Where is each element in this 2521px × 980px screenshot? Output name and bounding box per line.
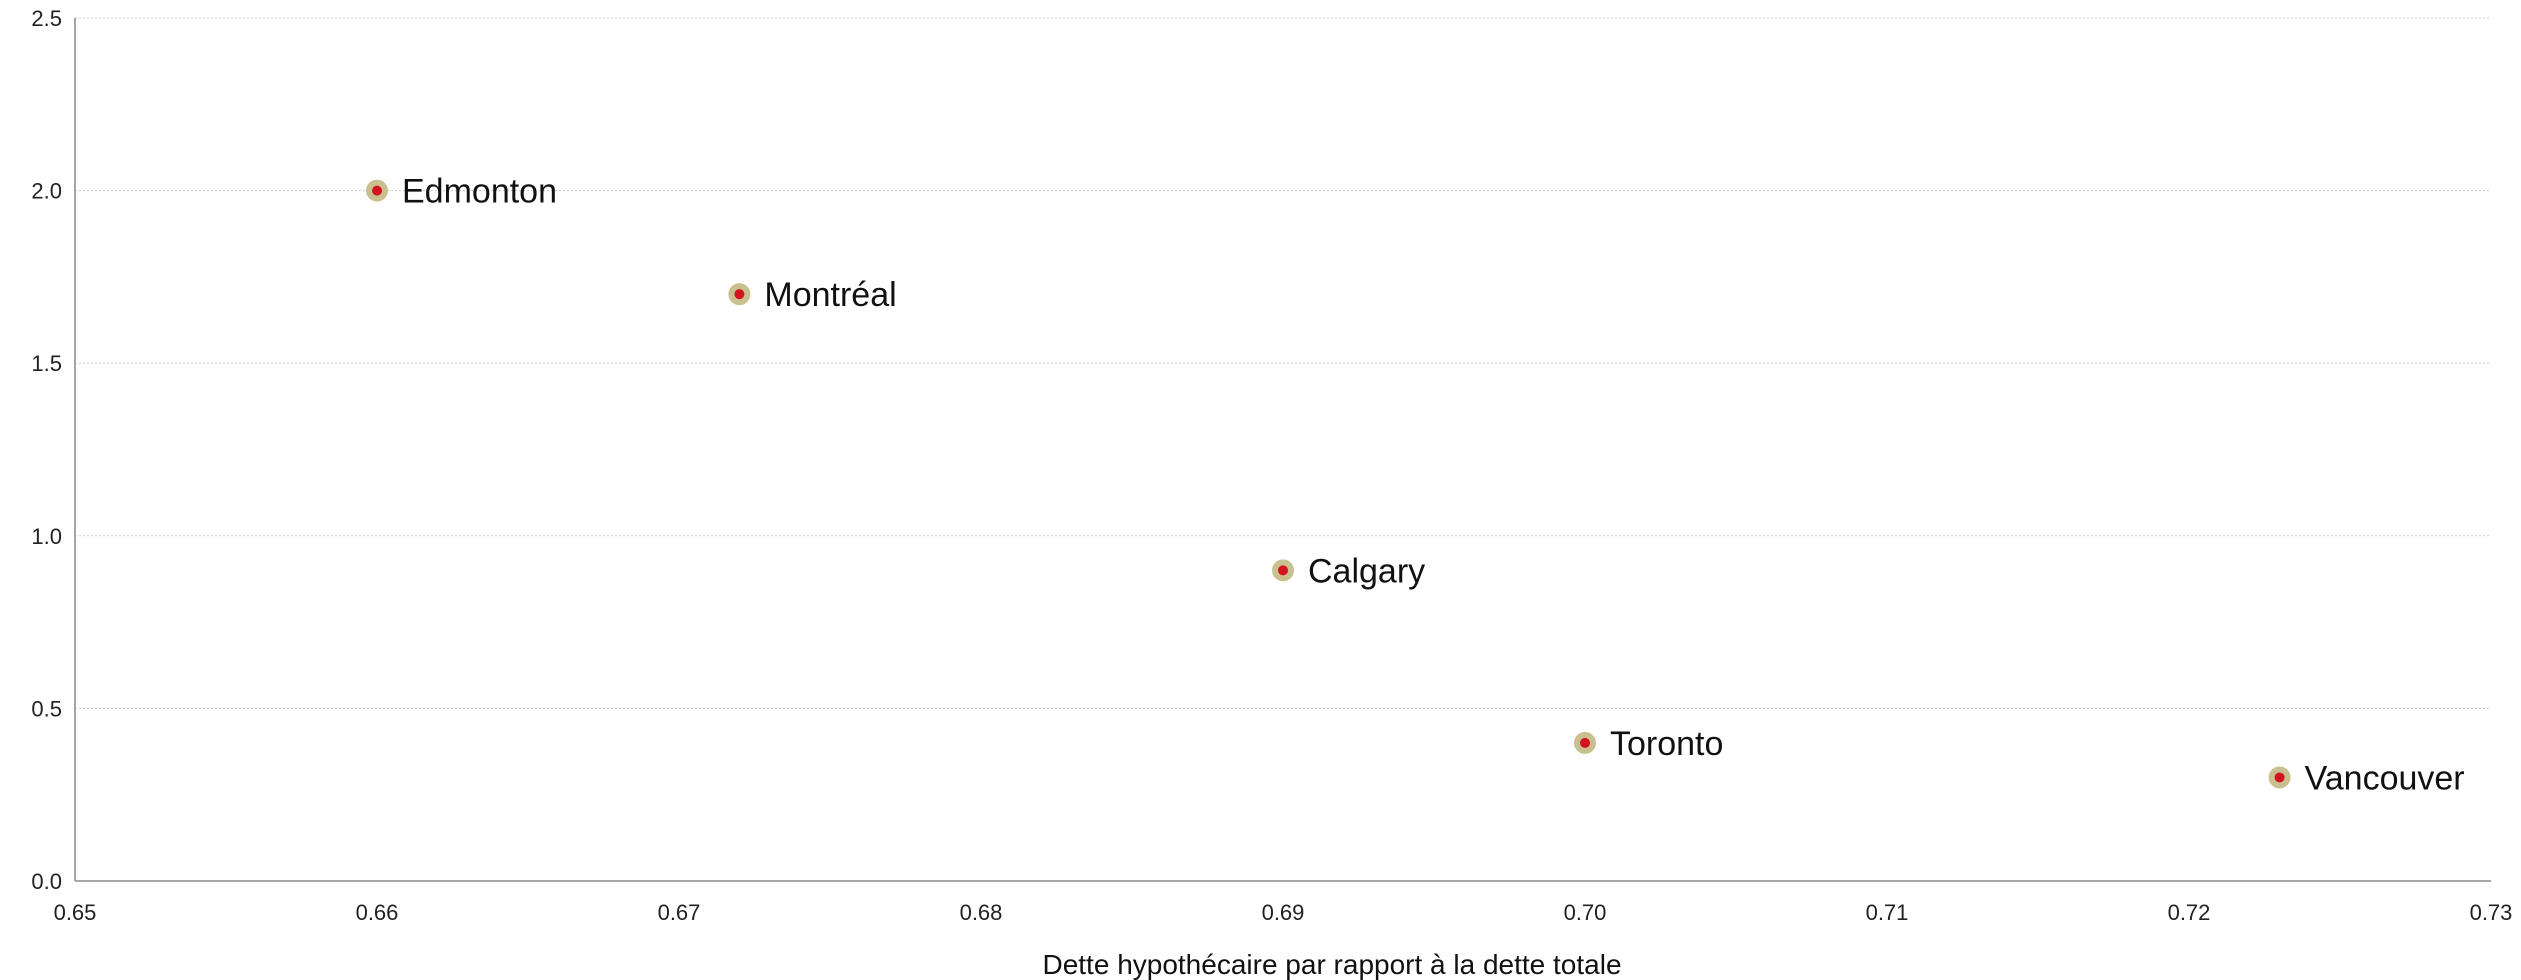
data-point-marker-center: [2274, 772, 2285, 783]
data-point-marker-center: [1580, 737, 1590, 748]
y-tick-label: 0.0: [31, 869, 62, 894]
axes: [74, 18, 2491, 882]
x-tick-label: 0.72: [2168, 900, 2211, 925]
x-tick-label: 0.70: [1564, 900, 1607, 925]
y-tick-label: 0.5: [31, 696, 62, 721]
data-point-label: Edmonton: [402, 173, 557, 211]
y-tick-labels: 0.0 0.5 1.0 1.5 2.0 2.5: [31, 6, 62, 894]
x-tick-label: 0.67: [658, 900, 701, 925]
data-point-label: Vancouver: [2305, 759, 2465, 797]
x-tick-label: 0.68: [960, 900, 1003, 925]
data-point-group: Toronto: [1574, 725, 1723, 763]
data-point-label: Montréal: [764, 276, 896, 314]
x-tick-label: 0.66: [356, 900, 399, 925]
x-tick-label: 0.73: [2470, 900, 2513, 925]
x-axis-title: Dette hypothécaire par rapport à la dett…: [1042, 949, 1621, 980]
y-tick-label: 2.5: [31, 6, 62, 31]
x-tick-label: 0.69: [1262, 900, 1305, 925]
x-tick-label: 0.71: [1866, 900, 1909, 925]
x-tick-labels: 0.65 0.66 0.67 0.68 0.69 0.70 0.71 0.72 0.73: [54, 900, 2513, 925]
data-point-marker-center: [1278, 565, 1288, 576]
data-point-group: Edmonton: [366, 173, 557, 211]
data-point-marker-center: [734, 289, 745, 300]
y-tick-label: 1.0: [31, 524, 62, 549]
data-points: Edmonton Montréal Calgary Toronto Vancouver: [366, 173, 2465, 797]
data-point-group: Montréal: [728, 276, 897, 314]
data-point-group: Vancouver: [2268, 759, 2465, 797]
data-point-group: Calgary: [1272, 552, 1425, 590]
data-point-marker-center: [372, 185, 382, 196]
data-point-label: Calgary: [1308, 552, 1425, 590]
data-point-label: Toronto: [1610, 725, 1723, 763]
x-tick-label: 0.65: [54, 900, 97, 925]
y-tick-label: 2.0: [31, 179, 62, 204]
grid-lines: [75, 17, 2491, 709]
y-tick-label: 1.5: [31, 351, 62, 376]
